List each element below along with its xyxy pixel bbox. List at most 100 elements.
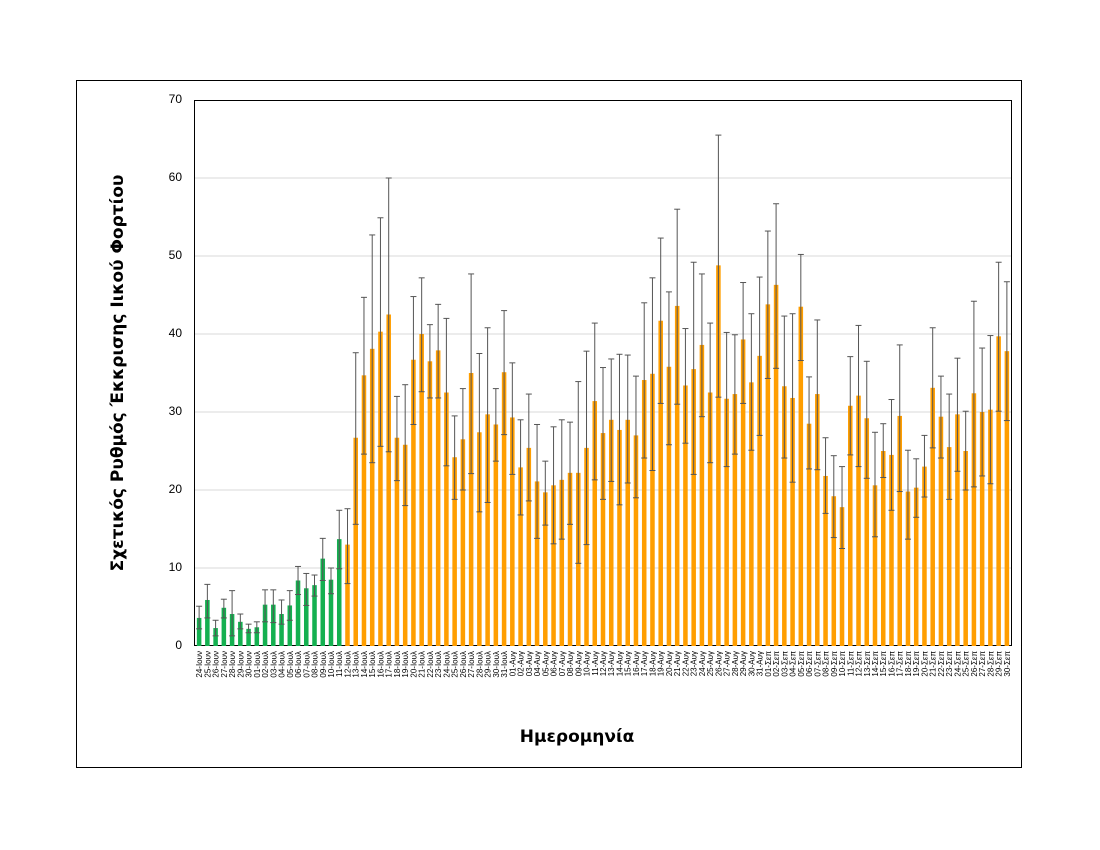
x-tick-label: 20-Σεπ bbox=[920, 651, 929, 677]
bar bbox=[345, 544, 350, 646]
chart-frame bbox=[76, 80, 1022, 768]
x-tick-label: 09-Αυγ bbox=[574, 651, 583, 676]
x-tick-label: 14-Σεπ bbox=[871, 651, 880, 677]
x-tick-label: 19-Αυγ bbox=[657, 651, 666, 676]
bar bbox=[773, 284, 779, 646]
y-tick-label: 60 bbox=[168, 170, 182, 184]
x-tick-label: 22-Ιουλ bbox=[426, 651, 435, 678]
bar bbox=[1004, 351, 1010, 646]
bar bbox=[757, 355, 762, 646]
x-tick-label: 25-Σεπ bbox=[962, 651, 971, 677]
bar bbox=[468, 373, 474, 646]
bar bbox=[905, 491, 911, 646]
bar bbox=[724, 398, 729, 646]
x-tick-label: 24-Ιουν bbox=[195, 651, 204, 678]
x-tick-label: 05-Αυγ bbox=[541, 651, 550, 676]
x-tick-label: 27-Αυγ bbox=[723, 651, 732, 676]
bar bbox=[287, 605, 293, 646]
bar bbox=[246, 628, 251, 646]
bar bbox=[806, 423, 812, 646]
bar bbox=[493, 424, 499, 646]
x-tick-label: 17-Αυγ bbox=[640, 651, 649, 676]
x-tick-label: 28-Ιουν bbox=[228, 651, 237, 678]
x-tick-label: 16-Ιουλ bbox=[376, 651, 385, 678]
bar bbox=[485, 414, 490, 646]
x-tick-label: 02-Αυγ bbox=[517, 651, 526, 676]
x-tick-label: 24-Ιουλ bbox=[442, 651, 451, 678]
bar bbox=[617, 429, 622, 646]
x-tick-label: 19-Σεπ bbox=[912, 651, 921, 677]
x-tick-label: 27-Ιουλ bbox=[467, 651, 476, 678]
bar bbox=[699, 344, 705, 646]
bar bbox=[196, 617, 202, 646]
x-tick-label: 05-Σεπ bbox=[797, 651, 806, 677]
bar bbox=[452, 457, 457, 646]
x-tick-label: 16-Σεπ bbox=[887, 651, 896, 677]
bar bbox=[501, 372, 507, 646]
bar bbox=[279, 614, 284, 646]
bar bbox=[946, 447, 952, 646]
bar bbox=[716, 265, 721, 646]
bar bbox=[386, 314, 391, 646]
bar bbox=[551, 485, 556, 646]
x-tick-label: 19-Ιουλ bbox=[401, 651, 410, 678]
bar bbox=[831, 496, 837, 646]
bar bbox=[625, 419, 630, 646]
bar bbox=[304, 588, 309, 646]
x-tick-label: 11-Ιουλ bbox=[335, 651, 344, 677]
x-axis-label: Ημερομηνία bbox=[519, 727, 635, 747]
x-tick-label: 14-Ιουλ bbox=[360, 651, 369, 678]
bar bbox=[213, 628, 218, 646]
x-tick-label: 05-Ιουλ bbox=[286, 651, 295, 678]
bar bbox=[749, 382, 754, 646]
bar bbox=[336, 539, 342, 646]
x-tick-label: 18-Ιουλ bbox=[393, 651, 402, 678]
x-tick-label: 04-Σεπ bbox=[789, 651, 798, 677]
x-tick-label: 17-Σεπ bbox=[896, 651, 905, 677]
x-tick-label: 31-Αυγ bbox=[756, 651, 765, 676]
y-tick-label: 50 bbox=[168, 248, 182, 262]
x-tick-label: 30-Αυγ bbox=[747, 651, 756, 676]
bar bbox=[592, 401, 598, 646]
bar bbox=[584, 447, 589, 646]
x-tick-label: 22-Σεπ bbox=[937, 651, 946, 677]
bar bbox=[691, 369, 696, 646]
x-tick-label: 13-Ιουλ bbox=[352, 651, 361, 678]
x-tick-label: 23-Αυγ bbox=[690, 651, 699, 676]
x-tick-label: 03-Ιουλ bbox=[269, 651, 278, 678]
bar bbox=[683, 385, 688, 646]
x-tick-label: 18-Αυγ bbox=[648, 651, 657, 676]
x-tick-label: 04-Αυγ bbox=[533, 651, 542, 676]
x-tick-label: 12-Ιουλ bbox=[343, 651, 352, 678]
bar bbox=[856, 395, 861, 646]
bar bbox=[271, 604, 276, 646]
y-tick-label: 70 bbox=[168, 92, 182, 106]
bar bbox=[963, 451, 968, 646]
x-tick-label: 08-Αυγ bbox=[566, 651, 575, 676]
x-tick-label: 27-Ιουν bbox=[220, 651, 229, 678]
bar bbox=[510, 417, 515, 646]
bar bbox=[815, 394, 820, 646]
bar bbox=[650, 373, 655, 646]
bar bbox=[880, 451, 886, 646]
bar bbox=[205, 599, 210, 646]
bar bbox=[262, 604, 268, 646]
x-tick-label: 14-Αυγ bbox=[615, 651, 624, 676]
x-tick-label: 03-Αυγ bbox=[525, 651, 534, 676]
bar bbox=[419, 334, 424, 646]
bar bbox=[823, 475, 828, 646]
x-tick-label: 10-Αυγ bbox=[583, 651, 592, 676]
bar bbox=[402, 444, 408, 646]
x-tick-label: 08-Ιουλ bbox=[311, 651, 320, 678]
x-tick-label: 30-Σεπ bbox=[1003, 651, 1012, 677]
bar bbox=[559, 479, 565, 646]
x-tick-label: 17-Ιουλ bbox=[385, 651, 394, 678]
x-tick-label: 28-Αυγ bbox=[731, 651, 740, 676]
bar bbox=[930, 387, 935, 646]
y-tick-label: 20 bbox=[168, 482, 182, 496]
bar bbox=[477, 432, 482, 646]
x-tick-label: 23-Ιουλ bbox=[434, 651, 443, 678]
bar bbox=[872, 485, 878, 646]
bar bbox=[369, 348, 375, 646]
bar bbox=[913, 487, 919, 646]
